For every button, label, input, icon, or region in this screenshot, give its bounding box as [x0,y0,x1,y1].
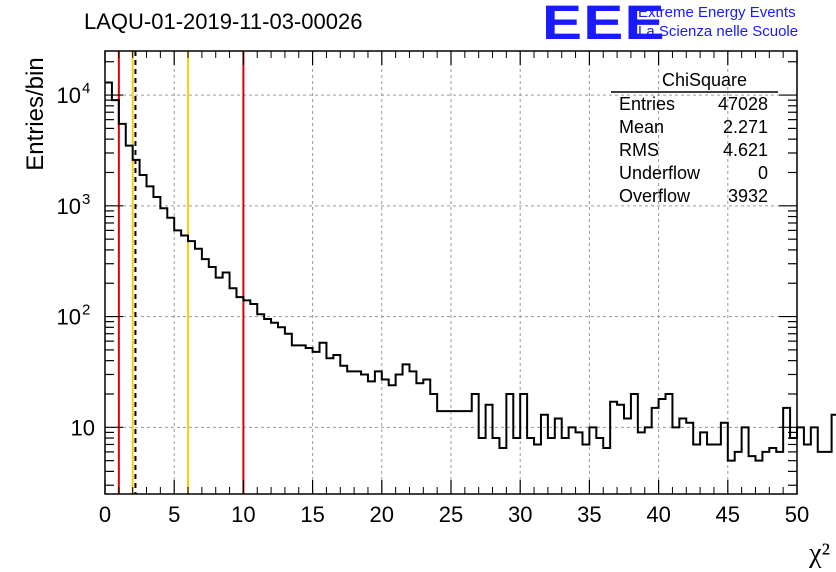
x-tick-label: 15 [300,502,324,527]
histogram-layer [105,81,836,462]
x-tick-label: 30 [508,502,532,527]
grid-layer [105,51,797,494]
stats-title: ChiSquare [662,70,747,90]
logo-line-1: Extreme Energy Events [638,4,796,21]
marker-lines-layer [117,51,245,494]
eee-logo: EEE [542,0,666,50]
logo-line-2: La Scienza nelle Scuole [638,23,799,40]
x-tick-label: 45 [716,502,740,527]
x-tick-label: 40 [646,502,670,527]
x-axis-label: χ² [809,538,830,570]
stats-row-value: 2.271 [723,117,768,137]
y-tick-label: 10 [57,194,81,219]
histogram-outline [105,81,836,462]
plot-title: LAQU-01-2019-11-03-00026 [84,9,363,34]
logo-caption: Extreme Energy Events La Scienza nelle S… [638,3,798,41]
x-tick-label: 0 [99,502,111,527]
x-tick-label: 35 [577,502,601,527]
y-tick-label: 10 [71,415,95,440]
stats-box: ChiSquare Entries 47028 Mean 2.271 RMS 4.621 Un… [611,70,778,206]
x-tick-label: 50 [785,502,809,527]
stats-row-label: Mean [619,117,664,137]
stats-row-value: 0 [758,163,768,183]
stats-row-value: 4.621 [723,140,768,160]
y-tick-exponent: 4 [82,80,90,97]
y-tick-exponent: 2 [82,302,90,319]
stats-row-label: RMS [619,140,659,160]
stats-row-label: Entries [619,94,675,114]
x-tick-label: 10 [231,502,255,527]
x-tick-label: 25 [439,502,463,527]
y-tick-label: 10 [57,305,81,330]
stats-row-label: Underflow [619,163,701,183]
stats-row-label: Overflow [619,186,691,206]
stats-row-value: 47028 [718,94,768,114]
x-tick-label: 5 [168,502,180,527]
y-tick-label: 10 [57,83,81,108]
stats-row-value: 3932 [728,186,768,206]
x-tick-label: 20 [370,502,394,527]
y-tick-exponent: 3 [82,191,90,208]
x-axis-label-text: χ² [809,538,830,569]
